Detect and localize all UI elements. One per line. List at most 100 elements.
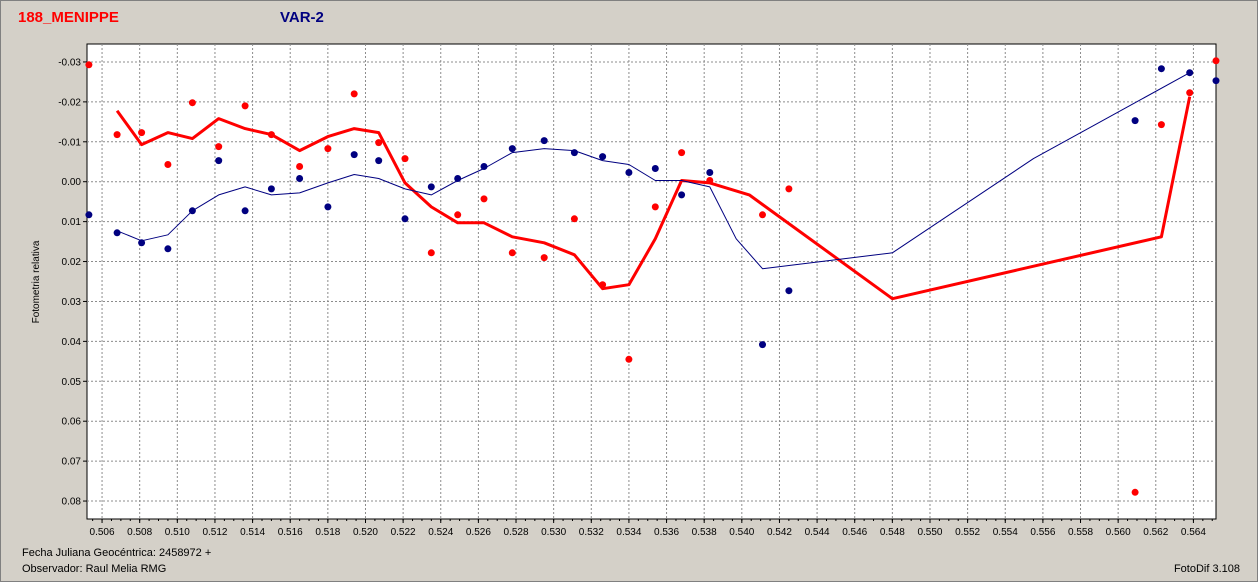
red-data-point [401, 155, 409, 163]
red-fit-line [115, 96, 1192, 301]
y-tick-label: -0.03 [58, 57, 81, 68]
blue-data-point [625, 169, 633, 176]
x-tick-label: 0.550 [917, 527, 942, 538]
x-tick-label: 0.520 [353, 527, 378, 538]
y-axis: -0.03 -0.02 -0.01 0.00 0.01 0.02 0.03 0.04 0.05 0… [58, 57, 87, 508]
red-data-point [85, 61, 93, 69]
x-tick-label: 0.514 [240, 527, 265, 538]
y-tick-label: -0.01 [58, 137, 81, 148]
blue-fit-line [116, 72, 1190, 270]
variable-label: VAR-2 [280, 9, 324, 26]
x-tick-label: 0.562 [1143, 527, 1168, 538]
red-data-point [1131, 488, 1139, 496]
y-axis-label: Fotometria relativa [31, 240, 42, 323]
x-tick-label: 0.560 [1106, 527, 1131, 538]
blue-data-point [651, 165, 659, 172]
blue-data-point [540, 137, 548, 145]
blue-data-point [570, 149, 578, 157]
gridlines [87, 44, 1216, 519]
x-tick-label: 0.522 [391, 527, 416, 538]
x-tick-label: 0.518 [315, 527, 340, 538]
blue-data-point [454, 175, 462, 182]
red-data-point [164, 161, 172, 168]
red-data-point [678, 149, 686, 157]
plot-area [86, 43, 1217, 520]
blue-data-point [164, 245, 172, 253]
blue-data-point [324, 203, 332, 211]
red-data-point [324, 145, 332, 153]
x-tick-label: 0.542 [767, 527, 792, 538]
x-tick-label: 0.552 [955, 527, 980, 538]
blue-data-point [188, 207, 196, 215]
y-tick-label: 0.03 [62, 297, 82, 308]
y-tick-label: -0.02 [58, 97, 81, 108]
x-tick-label: 0.508 [127, 527, 152, 538]
blue-data-point [296, 175, 304, 182]
x-tick-label: 0.534 [616, 527, 641, 538]
x-tick-label: 0.536 [654, 527, 679, 538]
x-tick-label: 0.564 [1181, 527, 1206, 538]
y-tick-label: 0.08 [62, 497, 82, 508]
red-data-point [785, 185, 793, 193]
red-data-point [480, 195, 488, 203]
red-data-point [570, 215, 578, 223]
blue-data-point [375, 157, 383, 165]
y-tick-label: 0.07 [62, 457, 82, 468]
red-data-point [427, 249, 435, 257]
x-tick-label: 0.532 [579, 527, 604, 538]
blue-data-point [678, 191, 686, 199]
julian-date-label: Fecha Juliana Geocéntrica: 2458972 + [22, 547, 212, 559]
red-data-point [350, 90, 358, 98]
y-tick-label: 0.04 [62, 337, 82, 348]
x-tick-label: 0.544 [805, 527, 830, 538]
x-tick-label: 0.538 [692, 527, 717, 538]
red-data-point [241, 102, 249, 110]
observer-label: Observador: Raul Melia RMG [22, 563, 167, 575]
x-tick-label: 0.556 [1030, 527, 1055, 538]
x-tick-label: 0.510 [165, 527, 190, 538]
blue-data-point [215, 157, 223, 165]
blue-data-point [706, 169, 714, 176]
x-tick-label: 0.524 [428, 527, 453, 538]
red-data-point [1157, 121, 1165, 129]
object-name-title: 188_MENIPPE [18, 9, 119, 26]
x-tick-label: 0.558 [1068, 527, 1093, 538]
x-tick-label: 0.548 [880, 527, 905, 538]
red-data-point [508, 249, 516, 257]
red-data-point [651, 203, 659, 211]
y-tick-label: 0.01 [62, 217, 82, 228]
red-data-point [454, 211, 462, 219]
x-tick-label: 0.530 [541, 527, 566, 538]
red-data-point [375, 139, 383, 147]
x-tick-label: 0.512 [202, 527, 227, 538]
x-axis: 0.506 0.508 0.510 0.512 0.514 0.516 0.518 0.520… [90, 519, 1213, 538]
x-tick-label: 0.506 [90, 527, 115, 538]
blue-data-point [267, 185, 275, 193]
blue-data-point [350, 151, 358, 159]
red-data-point [188, 99, 196, 107]
red-data-point [138, 129, 146, 137]
blue-data-point [759, 341, 766, 349]
red-data-point [215, 143, 223, 151]
red-data-point [113, 131, 121, 139]
blue-data-point [480, 163, 488, 170]
blue-data-point [1212, 77, 1220, 85]
red-data-point [540, 254, 548, 262]
x-tick-label: 0.554 [993, 527, 1018, 538]
software-label: FotoDif 3.108 [1173, 563, 1240, 575]
blue-data-point [508, 145, 516, 153]
red-data-point [625, 355, 633, 363]
y-tick-label: 0.05 [62, 377, 82, 388]
blue-data-point [427, 183, 435, 191]
red-data-point [759, 211, 766, 219]
blue-data-point [138, 239, 146, 247]
x-tick-label: 0.528 [504, 527, 529, 538]
y-tick-label: 0.02 [62, 257, 82, 268]
blue-data-point [1186, 69, 1194, 77]
red-data-point [267, 131, 275, 139]
y-tick-label: 0.00 [62, 177, 82, 188]
fit-lines [115, 72, 1192, 301]
red-data-point [296, 163, 304, 170]
blue-data-point [241, 207, 249, 215]
